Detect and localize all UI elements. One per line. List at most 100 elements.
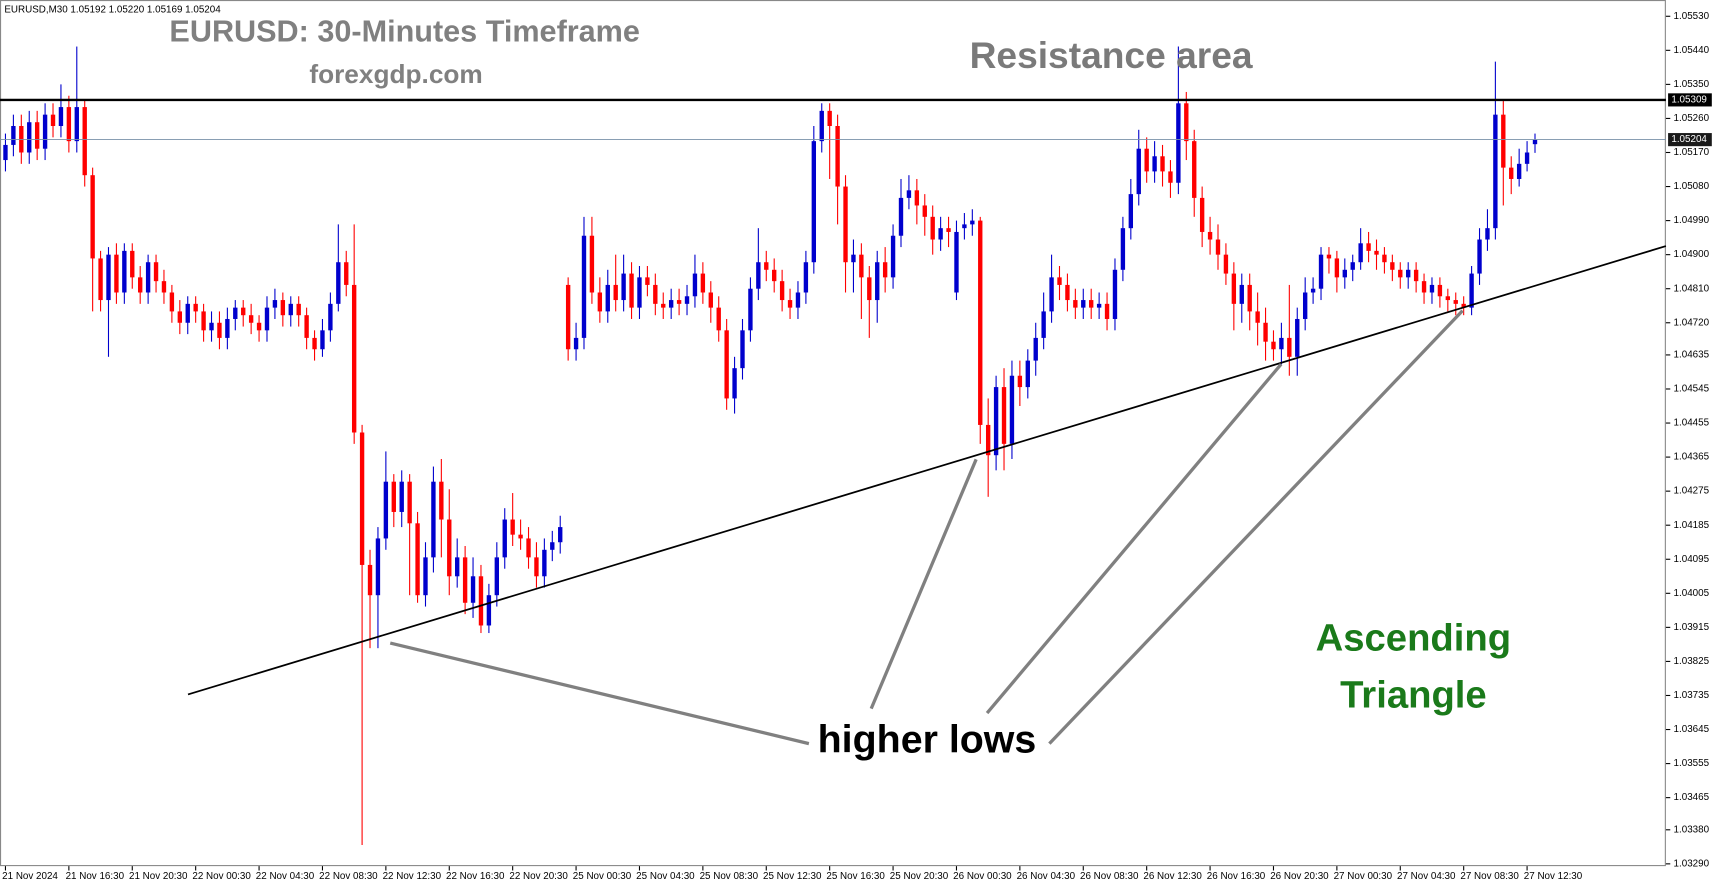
x-tick-label: 22 Nov 00:30: [192, 871, 251, 882]
candle-body: [241, 307, 246, 316]
trend-line: [187, 245, 1667, 696]
y-tick-label: 1.04810: [1674, 283, 1710, 294]
candle-body: [256, 322, 262, 331]
x-tick-label: 26 Nov 20:30: [1270, 871, 1329, 882]
candle-body: [1152, 156, 1157, 172]
candle-body: [34, 122, 40, 149]
candle-body: [573, 337, 579, 350]
x-tick-label: 26 Nov 16:30: [1207, 871, 1266, 882]
candle-body: [367, 564, 373, 596]
candle-body: [359, 432, 365, 565]
candle-body: [145, 262, 151, 293]
candle-body: [114, 254, 119, 293]
candle-body: [898, 197, 904, 236]
candle-body: [526, 538, 531, 558]
candle-body: [621, 273, 626, 301]
candle-body: [756, 262, 761, 289]
candle-body: [1089, 300, 1094, 308]
chart-subtitle: forexgdp.com: [309, 59, 482, 89]
x-tick-label: 22 Nov 08:30: [319, 871, 378, 882]
higher-lows-label: higher lows: [818, 717, 1037, 761]
x-tick-label: 22 Nov 12:30: [383, 871, 442, 882]
candle-body: [74, 107, 79, 142]
x-tick-label: 26 Nov 04:30: [1017, 871, 1076, 882]
candle-body: [50, 114, 56, 127]
candle-body: [478, 576, 484, 626]
pointer-line: [1048, 309, 1464, 745]
candle-body: [684, 296, 690, 304]
pointer-line: [869, 458, 978, 710]
candle-body: [90, 175, 95, 259]
x-tick-label: 27 Nov 00:30: [1334, 871, 1393, 882]
x-tick-label: 27 Nov 12:30: [1524, 871, 1583, 882]
candle-body: [653, 284, 658, 304]
candle-body: [264, 307, 270, 331]
candle-body: [906, 190, 912, 198]
candle-body: [1247, 284, 1252, 312]
candle-body: [351, 284, 357, 433]
candle-body: [1334, 258, 1340, 278]
candle-body: [1096, 303, 1102, 308]
candle-body: [27, 122, 32, 153]
candle-body: [375, 538, 381, 596]
candle-body: [66, 107, 72, 142]
y-tick-label: 1.03645: [1674, 724, 1710, 735]
y-tick-label: 1.05170: [1674, 147, 1710, 158]
candle-body: [1168, 171, 1173, 183]
candle-body: [1421, 281, 1427, 293]
plot-frame: [0, 0, 1666, 867]
candle-body: [1485, 228, 1490, 240]
candle-body: [748, 288, 753, 331]
candle-body: [217, 322, 222, 338]
candle-body: [1429, 284, 1435, 293]
candle-body: [803, 262, 809, 293]
candle-body: [1025, 360, 1030, 388]
x-tick-label: 25 Nov 12:30: [763, 871, 822, 882]
candle-body: [1136, 148, 1141, 195]
pattern-label: Ascending: [1316, 617, 1511, 660]
candle-body: [82, 107, 87, 176]
y-tick-label: 1.05350: [1674, 79, 1710, 90]
y-tick-label: 1.04095: [1674, 554, 1710, 565]
candle-body: [3, 144, 8, 161]
candle-body: [1310, 288, 1316, 293]
y-tick-label: 1.03555: [1674, 758, 1710, 769]
price-box: [1668, 133, 1712, 147]
candle-body: [1501, 114, 1506, 168]
candle-body: [1326, 254, 1332, 259]
x-tick-label: 25 Nov 08:30: [700, 871, 759, 882]
candle-body: [1144, 148, 1149, 172]
x-tick-label: 25 Nov 20:30: [890, 871, 949, 882]
candle-body: [447, 519, 452, 577]
candle-body: [827, 110, 832, 127]
candle-body: [534, 557, 539, 577]
candle-body: [1207, 231, 1213, 240]
candle-body: [764, 262, 769, 270]
price-label: 1.05204: [1671, 134, 1707, 145]
candle-body: [930, 216, 935, 240]
candle-body: [732, 368, 737, 399]
candle-body: [98, 258, 103, 301]
y-tick-label: 1.04900: [1674, 249, 1710, 260]
x-tick-label: 22 Nov 04:30: [256, 871, 315, 882]
candle-body: [1184, 103, 1189, 142]
candle-body: [161, 281, 167, 293]
y-tick-label: 1.04365: [1674, 452, 1710, 463]
candle-body: [1398, 269, 1403, 278]
candle-body: [716, 307, 721, 331]
candle-body: [1199, 197, 1205, 232]
candle-body: [843, 186, 848, 263]
candle-body: [692, 273, 698, 297]
candle-body: [1215, 239, 1221, 255]
candle-body: [1477, 239, 1482, 274]
y-tick-label: 1.04990: [1674, 215, 1710, 226]
x-tick-label: 21 Nov 16:30: [66, 871, 125, 882]
candle-body: [1160, 156, 1165, 172]
x-tick-label: 22 Nov 20:30: [509, 871, 568, 882]
x-tick-label: 25 Nov 16:30: [826, 871, 885, 882]
candle-body: [518, 534, 523, 539]
candle-body: [1176, 103, 1181, 183]
symbol-header: EURUSD,M30 1.05192 1.05220 1.05169 1.052…: [4, 4, 221, 15]
candle-body: [209, 322, 214, 331]
